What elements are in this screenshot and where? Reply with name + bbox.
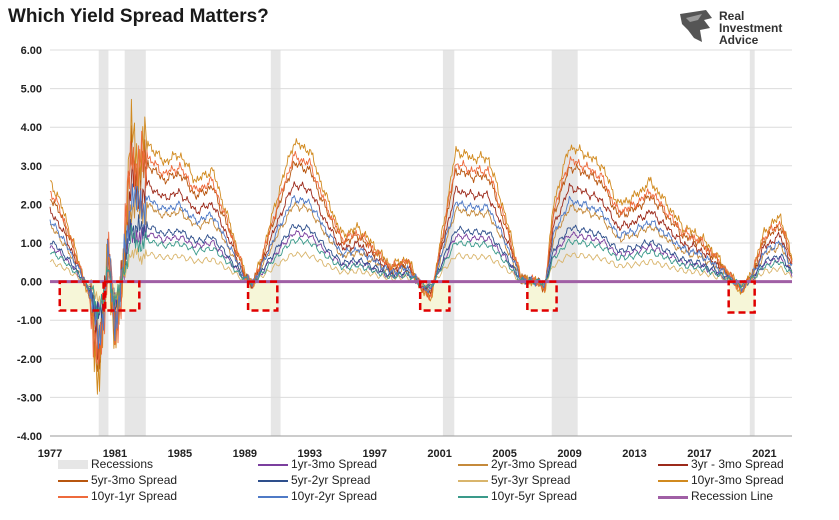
legend-swatch <box>258 464 288 466</box>
legend-swatch <box>658 496 688 499</box>
legend-swatch <box>58 460 88 469</box>
legend-swatch <box>58 480 88 482</box>
x-tick-label: 2013 <box>622 448 646 460</box>
y-tick-label: 4.00 <box>21 122 42 134</box>
legend-swatch <box>258 496 288 498</box>
highlight-box-3 <box>418 280 451 312</box>
legend-swatch <box>458 464 488 466</box>
y-tick-label: -2.00 <box>17 354 42 366</box>
y-tick-label: 2.00 <box>21 199 42 211</box>
legend-swatch <box>258 480 288 482</box>
legend-label: 10yr-2yr Spread <box>291 489 378 503</box>
series-line-2 <box>49 158 793 363</box>
y-tick-label: -4.00 <box>17 431 42 443</box>
legend-swatch <box>458 480 488 482</box>
logo-line-1: Real <box>719 9 745 23</box>
y-tick-label: 0.00 <box>21 277 42 289</box>
legend-label: Recessions <box>91 457 154 471</box>
legend-label: 5yr-3yr Spread <box>491 473 571 487</box>
highlight-box-0 <box>58 280 105 312</box>
legend-swatch <box>58 496 88 498</box>
legend-label: 10yr-1yr Spread <box>91 489 178 503</box>
legend-label: 2yr-3mo Spread <box>491 457 578 471</box>
x-tick-label: 2001 <box>427 448 451 460</box>
x-tick-label: 1981 <box>103 448 127 460</box>
legend-label: Recession Line <box>691 489 774 503</box>
legend-label: 5yr-2yr Spread <box>291 473 371 487</box>
highlight-box-4 <box>526 280 558 312</box>
x-tick-label: 1997 <box>362 448 386 460</box>
legend-swatch <box>458 496 488 498</box>
x-tick-label: 1993 <box>298 448 322 460</box>
x-tick-label: 1977 <box>38 448 62 460</box>
x-tick-label: 2017 <box>687 448 711 460</box>
series-line-8 <box>49 183 793 349</box>
x-tick-label: 2021 <box>752 448 776 460</box>
logo-line-2: Investment <box>719 21 783 35</box>
highlight-box-2 <box>246 280 279 312</box>
legend-label: 10yr-5yr Spread <box>491 489 578 503</box>
x-tick-label: 2005 <box>492 448 516 460</box>
legend-label: 3yr - 3mo Spread <box>691 457 784 471</box>
legend-swatch <box>658 464 688 466</box>
legend-label: 1yr-3mo Spread <box>291 457 378 471</box>
legend-label: 10yr-3mo Spread <box>691 473 784 487</box>
legend-swatch <box>658 480 688 482</box>
y-tick-label: 5.00 <box>21 84 42 96</box>
x-tick-label: 1989 <box>233 448 257 460</box>
legend-label: 5yr-3mo Spread <box>91 473 178 487</box>
highlight-box-1 <box>103 280 141 312</box>
y-tick-label: 6.00 <box>21 45 42 57</box>
x-tick-label: 2009 <box>557 448 581 460</box>
y-tick-label: -3.00 <box>17 392 42 404</box>
series-line-6 <box>49 98 793 395</box>
series-line-7 <box>49 130 793 365</box>
brand-logo: Real Investment Advice <box>676 8 816 48</box>
chart-title: Which Yield Spread Matters? <box>8 6 269 27</box>
x-tick-label: 1985 <box>168 448 192 460</box>
highlight-box-5 <box>727 280 756 314</box>
y-tick-label: -1.00 <box>17 315 42 327</box>
logo-line-3: Advice <box>719 33 759 47</box>
y-tick-label: 1.00 <box>21 238 42 250</box>
y-tick-label: 3.00 <box>21 161 42 173</box>
eagle-logo-icon <box>680 10 712 42</box>
